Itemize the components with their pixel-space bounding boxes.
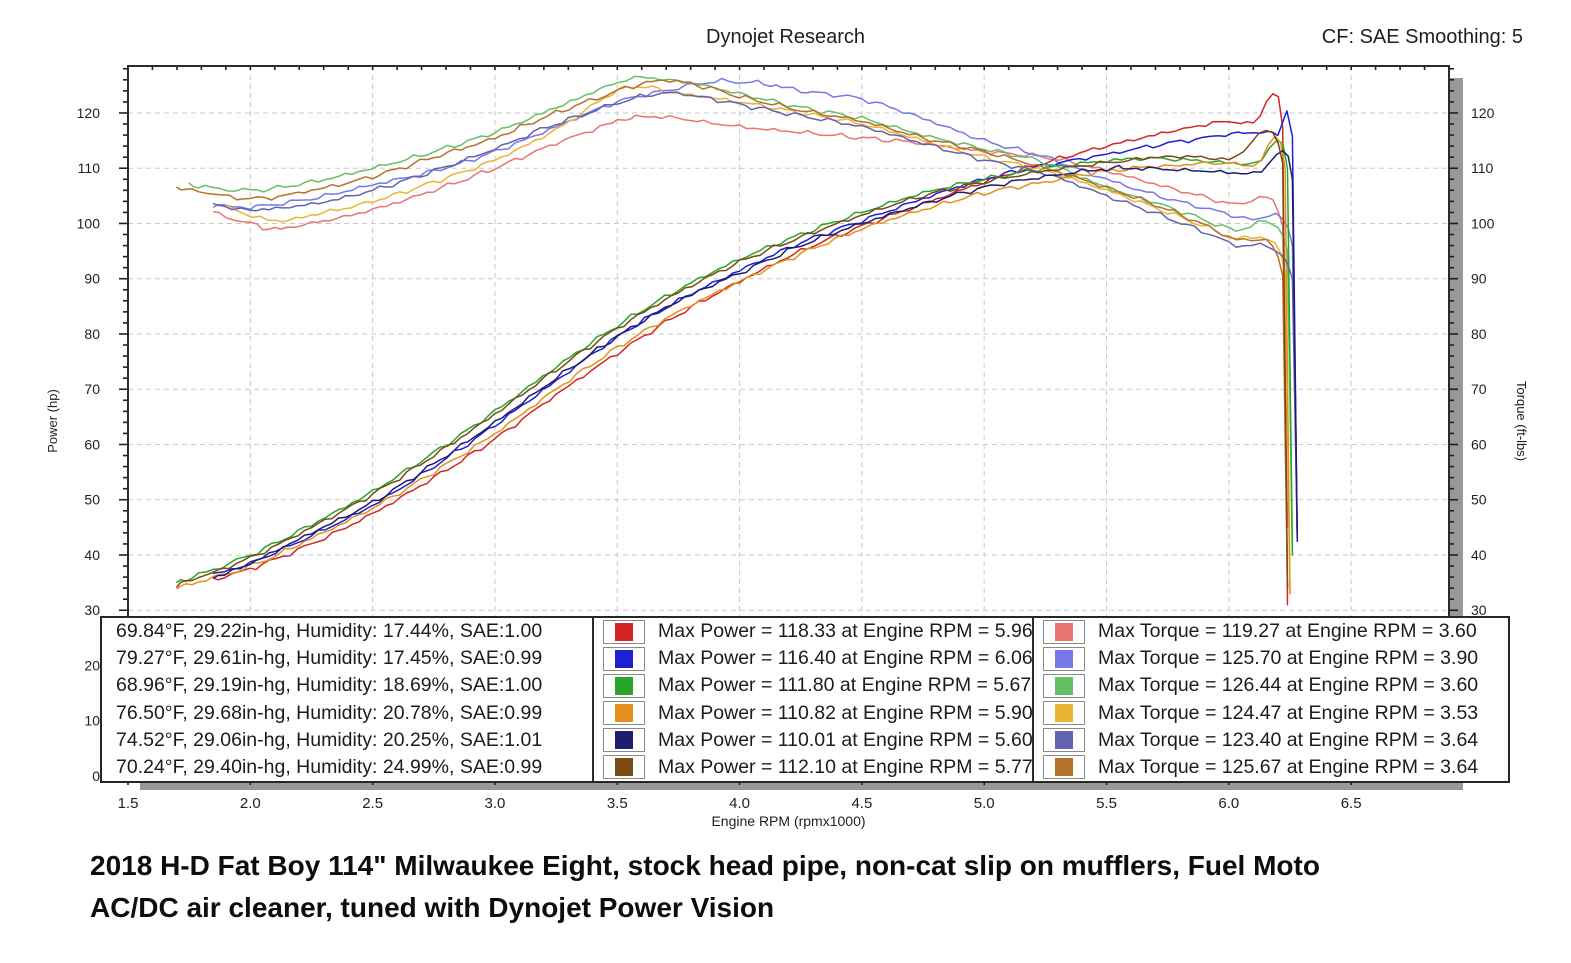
- bike-description: 2018 H-D Fat Boy 114" Milwaukee Eight, s…: [90, 845, 1550, 929]
- x-tick-label: 6.5: [1341, 795, 1362, 812]
- power-color-swatch: [603, 619, 645, 644]
- x-tick-label: 2.0: [240, 795, 261, 812]
- torque-tick-label: 90: [1471, 271, 1487, 287]
- x-tick-label: 1.5: [118, 795, 139, 812]
- bike-description-line2: AC/DC air cleaner, tuned with Dynojet Po…: [90, 892, 775, 923]
- torque-tick-label: 80: [1471, 326, 1487, 342]
- torque-color-swatch: [1043, 619, 1085, 644]
- torque-tick-label: 120: [1471, 105, 1495, 121]
- max-power-text: Max Power = 110.01 at Engine RPM = 5.60: [658, 728, 1033, 751]
- max-power-text: Max Power = 110.82 at Engine RPM = 5.90: [658, 701, 1033, 724]
- power-tick-label: 90: [84, 271, 100, 287]
- power-axis-title: Power (hp): [45, 389, 60, 453]
- torque-axis-title: Torque (ft-lbs): [1514, 381, 1529, 461]
- power-tick-label: 80: [84, 326, 100, 342]
- power-tick-label: 100: [77, 215, 101, 231]
- power-curve-run2: [212, 110, 1299, 575]
- gridlines: [128, 66, 1449, 776]
- max-power-text: Max Power = 112.10 at Engine RPM = 5.77: [658, 755, 1033, 778]
- torque-tick-label: 100: [1471, 215, 1495, 231]
- torque-tick-label: 70: [1471, 381, 1487, 397]
- legend-row: 79.27°F, 29.61in-hg, Humidity: 17.45%, S…: [102, 645, 1508, 673]
- max-power-text: Max Power = 118.33 at Engine RPM = 5.96: [658, 620, 1033, 643]
- run-conditions: 68.96°F, 29.19in-hg, Humidity: 18.69%, S…: [116, 674, 543, 697]
- torque-curve-run1: [212, 114, 1289, 529]
- power-color-swatch: [603, 755, 645, 780]
- power-color-swatch: [603, 673, 645, 698]
- max-torque-text: Max Torque = 126.44 at Engine RPM = 3.60: [1098, 674, 1479, 697]
- torque-color-swatch: [1043, 646, 1085, 671]
- run-conditions: 74.52°F, 29.06in-hg, Humidity: 20.25%, S…: [116, 728, 543, 751]
- torque-color-swatch: [1043, 728, 1085, 753]
- torque-tick-label: 30: [1471, 602, 1487, 618]
- torque-tick-label: 50: [1471, 492, 1487, 508]
- x-tick-label: 6.0: [1218, 795, 1239, 812]
- max-power-text: Max Power = 111.80 at Engine RPM = 5.67: [658, 674, 1032, 697]
- torque-curve-run4: [225, 85, 1291, 595]
- run-conditions: 70.24°F, 29.40in-hg, Humidity: 24.99%, S…: [116, 755, 543, 778]
- power-curve-run4: [176, 135, 1291, 595]
- torque-curve-run6: [176, 79, 1289, 589]
- legend-box: 69.84°F, 29.22in-hg, Humidity: 17.44%, S…: [100, 616, 1510, 783]
- torque-tick-label: 60: [1471, 436, 1487, 452]
- legend-row: 69.84°F, 29.22in-hg, Humidity: 17.44%, S…: [102, 618, 1508, 646]
- x-tick-label: 3.5: [607, 795, 628, 812]
- torque-curve-run3: [188, 75, 1294, 556]
- torque-curve-run2: [212, 77, 1299, 542]
- power-tick-label: 10: [84, 713, 100, 729]
- power-color-swatch: [603, 701, 645, 726]
- x-tick-label: 2.5: [362, 795, 383, 812]
- torque-color-swatch: [1043, 673, 1085, 698]
- x-tick-label: 3.0: [485, 795, 506, 812]
- legend-row: 74.52°F, 29.06in-hg, Humidity: 20.25%, S…: [102, 726, 1508, 754]
- power-color-swatch: [603, 646, 645, 671]
- power-tick-label: 50: [84, 492, 100, 508]
- power-tick-label: 0: [92, 768, 100, 784]
- torque-color-swatch: [1043, 701, 1085, 726]
- legend-row: 70.24°F, 29.40in-hg, Humidity: 24.99%, S…: [102, 753, 1508, 782]
- max-torque-text: Max Torque = 125.70 at Engine RPM = 3.90: [1098, 647, 1479, 670]
- run-conditions: 79.27°F, 29.61in-hg, Humidity: 17.45%, S…: [116, 647, 543, 670]
- torque-tick-label: 40: [1471, 547, 1487, 563]
- torque-color-swatch: [1043, 755, 1085, 780]
- power-tick-label: 110: [78, 160, 101, 176]
- power-curve-run1: [212, 93, 1289, 606]
- power-tick-label: 30: [84, 602, 100, 618]
- max-power-text: Max Power = 116.40 at Engine RPM = 6.06: [658, 647, 1033, 670]
- max-torque-text: Max Torque = 125.67 at Engine RPM = 3.64: [1098, 755, 1479, 778]
- run-conditions: 76.50°F, 29.68in-hg, Humidity: 20.78%, S…: [116, 701, 543, 724]
- torque-tick-label: 110: [1471, 160, 1494, 176]
- max-torque-text: Max Torque = 124.47 at Engine RPM = 3.53: [1098, 701, 1479, 724]
- power-curve-run6: [176, 129, 1289, 589]
- power-curve-run5: [212, 149, 1299, 579]
- power-color-swatch: [603, 728, 645, 753]
- legend-row: 68.96°F, 29.19in-hg, Humidity: 18.69%, S…: [102, 672, 1508, 700]
- page-title: Dynojet Research: [706, 26, 865, 48]
- x-tick-label: 4.0: [729, 795, 750, 812]
- power-tick-label: 40: [84, 547, 100, 563]
- power-tick-label: 70: [84, 381, 100, 397]
- x-tick-label: 4.5: [851, 795, 872, 812]
- x-tick-label: 5.5: [1096, 795, 1117, 812]
- run-conditions: 69.84°F, 29.22in-hg, Humidity: 17.44%, S…: [116, 620, 543, 643]
- torque-curve-run5: [212, 91, 1299, 540]
- bike-description-line1: 2018 H-D Fat Boy 114" Milwaukee Eight, s…: [90, 850, 1320, 881]
- x-axis-title: Engine RPM (rpmx1000): [711, 813, 865, 829]
- power-tick-label: 20: [84, 657, 100, 673]
- legend-row: 76.50°F, 29.68in-hg, Humidity: 20.78%, S…: [102, 699, 1508, 727]
- max-torque-text: Max Torque = 123.40 at Engine RPM = 3.64: [1098, 728, 1479, 751]
- power-tick-label: 120: [77, 105, 101, 121]
- correction-factor-label: CF: SAE Smoothing: 5: [1321, 26, 1523, 48]
- power-tick-label: 60: [84, 436, 100, 452]
- max-torque-text: Max Torque = 119.27 at Engine RPM = 3.60: [1098, 620, 1477, 643]
- x-tick-label: 5.0: [974, 795, 995, 812]
